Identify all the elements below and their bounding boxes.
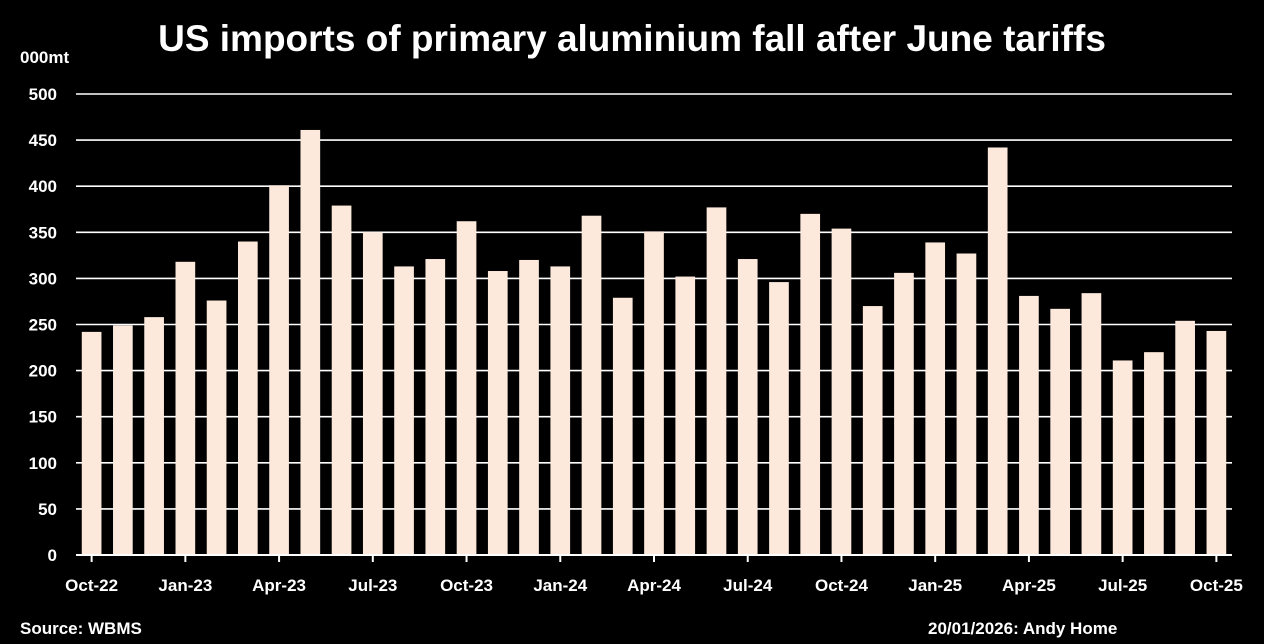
bar-oct-22	[81, 331, 102, 555]
y-tick-label: 350	[29, 223, 57, 242]
bar-oct-24	[831, 228, 852, 555]
source-note: Source: WBMS	[20, 619, 142, 638]
x-tick-labels: Oct-22 Jan-23 Apr-23 Jul-23 Oct-23 Jan-24 Apr-…	[65, 576, 1243, 595]
bar-dec-24	[894, 272, 914, 555]
bar-feb-24	[581, 215, 602, 556]
bar-mar-24	[612, 297, 633, 555]
axes	[76, 554, 1232, 562]
y-tick-label: 450	[29, 131, 57, 150]
x-tick-label: Jul-24	[723, 576, 773, 595]
y-tick-label: 200	[29, 362, 57, 381]
y-tick-label: 250	[29, 316, 57, 335]
x-tick-label: Jan-23	[158, 576, 212, 595]
bar-jun-24	[706, 207, 727, 555]
bar-jan-25	[925, 242, 946, 555]
bar-feb-23	[206, 300, 227, 555]
y-tick-labels: 0 50 100 150 200 250 300 350 400 450 500	[29, 85, 57, 565]
x-tick-label: Oct-25	[1190, 576, 1243, 595]
y-tick-label: 500	[29, 85, 57, 104]
bar-may-25	[1050, 308, 1071, 555]
x-tick-label: Jan-24	[533, 576, 587, 595]
bar-jul-23	[362, 232, 383, 556]
bar-aug-24	[769, 282, 789, 555]
chart-title: US imports of primary aluminium fall aft…	[158, 18, 1106, 59]
y-tick-label: 0	[48, 546, 57, 565]
y-tick-label: 150	[29, 408, 57, 427]
bar-oct-23	[456, 221, 477, 555]
x-tick-label: Apr-24	[627, 576, 681, 595]
bar-jun-23	[331, 205, 352, 555]
bar-jan-24	[550, 266, 571, 555]
y-tick-label: 400	[29, 177, 57, 196]
x-tick-label: Jan-25	[908, 576, 962, 595]
y-tick-label: 100	[29, 454, 57, 473]
y-tick-label: 50	[38, 500, 57, 519]
bar-nov-22	[113, 325, 133, 555]
bar-dec-23	[519, 259, 539, 555]
x-tick-label: Oct-22	[65, 576, 118, 595]
bar-apr-24	[644, 231, 664, 556]
bar-nov-23	[487, 271, 508, 555]
bar-jun-25	[1081, 293, 1102, 555]
bar-sep-23	[425, 259, 446, 555]
bar-feb-25	[956, 253, 977, 556]
bar-sep-25	[1175, 320, 1195, 555]
x-tick-label: Jul-25	[1098, 576, 1147, 595]
x-tick-label: Oct-23	[440, 576, 493, 595]
bar-jul-24	[737, 259, 758, 555]
bar-sep-24	[800, 213, 821, 556]
bar-may-23	[300, 129, 321, 555]
bar-may-24	[675, 276, 696, 555]
credit-note: 20/01/2026: Andy Home	[928, 619, 1118, 638]
y-tick-label: 300	[29, 269, 57, 288]
bars	[81, 129, 1227, 556]
bar-nov-24	[862, 306, 883, 555]
x-tick-label: Oct-24	[815, 576, 868, 595]
bar-apr-23	[269, 185, 289, 555]
bar-apr-25	[1019, 295, 1039, 555]
bar-jul-25	[1112, 360, 1133, 555]
bar-aug-23	[394, 266, 414, 555]
x-tick-label: Apr-23	[252, 576, 306, 595]
bar-mar-25	[987, 147, 1008, 555]
bar-oct-25	[1206, 330, 1227, 555]
bar-dec-22	[144, 317, 164, 555]
x-tick-label: Jul-23	[348, 576, 397, 595]
bar-aug-25	[1144, 352, 1164, 555]
bar-mar-23	[237, 241, 258, 555]
bar-jan-23	[175, 261, 196, 555]
x-tick-label: Apr-25	[1002, 576, 1056, 595]
y-axis-unit-label: 000mt	[20, 48, 70, 67]
